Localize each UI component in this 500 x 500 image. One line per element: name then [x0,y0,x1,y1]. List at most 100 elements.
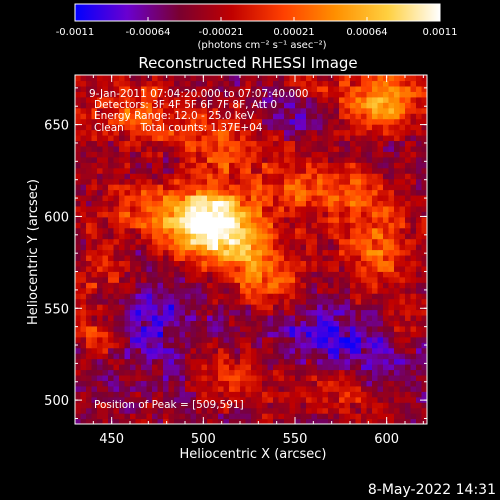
heatmap-cell [157,320,164,327]
heatmap-cell [190,113,197,120]
heatmap-cell [179,167,186,174]
heatmap-cell [168,331,175,338]
heatmap-cell [146,320,153,327]
heatmap-cell [278,320,285,327]
heatmap-cell [229,342,236,349]
heatmap-cell [201,336,208,343]
heatmap-cell [278,244,285,251]
heatmap-cell [163,249,170,256]
heatmap-cell [328,249,335,256]
heatmap-cell [234,156,241,163]
heatmap-cell [410,314,417,321]
heatmap-cell [405,374,412,381]
heatmap-cell [333,156,340,163]
heatmap-cell [256,200,263,207]
heatmap-cell [284,96,291,103]
heatmap-cell [262,293,269,300]
heatmap-cell [262,260,269,267]
heatmap-cell [300,194,307,202]
heatmap-cell [157,347,164,354]
heatmap-cell [146,407,153,414]
heatmap-cell [185,238,192,245]
heatmap-cell [218,124,225,131]
heatmap-cell [394,140,401,147]
heatmap-cell [240,342,247,349]
heatmap-cell [185,80,192,87]
heatmap-cell [174,385,181,392]
heatmap-cell [383,200,390,207]
heatmap-cell [108,418,115,424]
heatmap-cell [388,233,395,240]
heatmap-cell [300,216,307,223]
heatmap-cell [102,80,109,87]
heatmap-cell [113,347,120,354]
heatmap-cell [218,200,225,207]
heatmap-cell [405,184,412,191]
heatmap-cell [355,134,362,142]
heatmap-cell [388,107,395,114]
heatmap-cell [196,118,203,125]
heatmap-cell [223,402,230,409]
heatmap-cell [322,347,329,354]
heatmap-cell [119,287,126,294]
heatmap-cell [361,222,368,229]
heatmap-cell [295,96,302,103]
heatmap-cell [399,200,406,207]
heatmap-cell [113,200,120,207]
heatmap-cell [273,314,280,321]
heatmap-cell [201,276,208,283]
heatmap-cell [372,276,379,283]
heatmap-cell [350,271,357,278]
heatmap-cell [300,374,307,381]
heatmap-cell [102,124,109,131]
heatmap-cell [328,194,335,202]
heatmap-cell [416,358,423,365]
heatmap-cell [251,173,258,180]
heatmap-cell [366,118,373,125]
heatmap-cell [295,385,302,392]
heatmap-cell [322,385,329,392]
heatmap-cell [410,75,417,82]
heatmap-cell [262,238,269,245]
heatmap-cell [80,107,87,114]
heatmap-cell [311,184,318,191]
heatmap-cell [135,325,142,332]
heatmap-cell [421,118,427,125]
heatmap-cell [377,216,384,223]
heatmap-cell [102,205,109,212]
heatmap-cell [251,298,258,305]
heatmap-cell [201,124,208,131]
heatmap-cell [289,271,296,278]
heatmap-cell [201,331,208,338]
heatmap-cell [366,140,373,147]
heatmap-cell [190,293,197,300]
heatmap-cell [267,385,274,392]
heatmap-cell [130,107,137,114]
heatmap-cell [383,413,390,420]
heatmap-cell [163,282,170,289]
heatmap-cell [295,184,302,191]
heatmap-cell [322,374,329,381]
heatmap-cell [75,129,82,136]
heatmap-cell [278,189,285,196]
heatmap-cell [383,304,390,311]
heatmap-cell [306,80,313,87]
heatmap-cell [399,402,406,409]
heatmap-cell [306,402,313,409]
heatmap-cell [97,216,104,223]
heatmap-cell [179,347,186,354]
heatmap-cell [361,298,368,305]
heatmap-cell [185,413,192,420]
heatmap-cell [273,282,280,289]
heatmap-cell [119,238,126,245]
heatmap-cell [141,418,148,424]
heatmap-cell [124,402,131,409]
heatmap-cell [339,113,346,120]
heatmap-cell [333,293,340,300]
heatmap-cell [372,178,379,185]
heatmap-cell [174,216,181,223]
heatmap-cell [383,145,390,152]
heatmap-cell [311,413,318,420]
heatmap-cell [394,287,401,294]
heatmap-cell [394,216,401,223]
